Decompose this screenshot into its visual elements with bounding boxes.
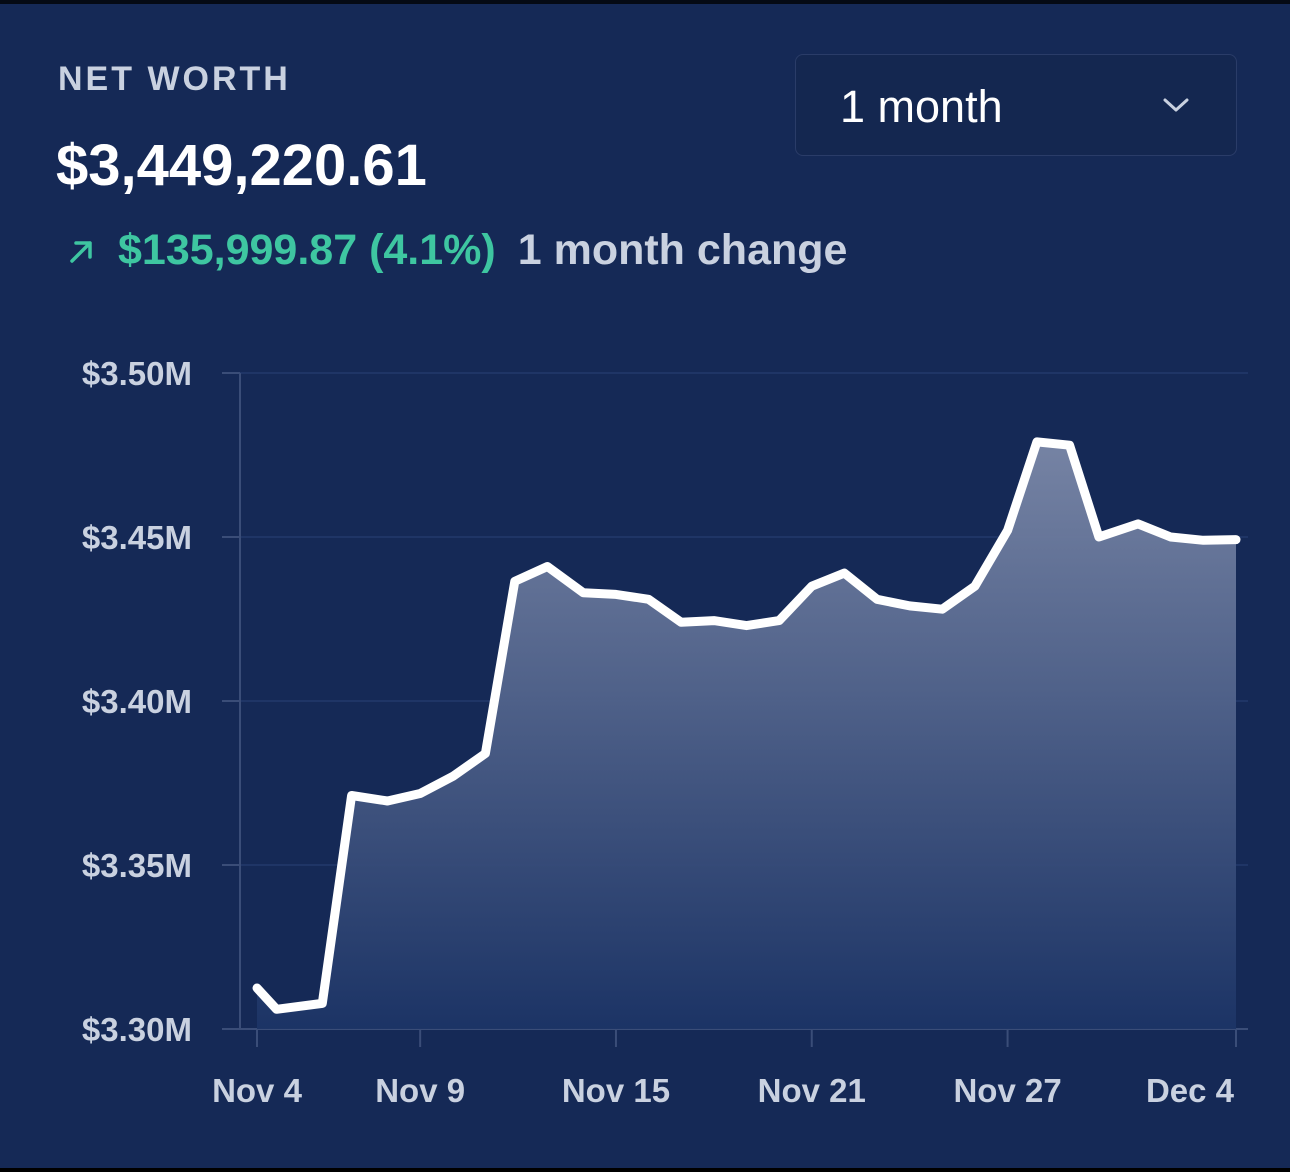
y-tick-label: $3.45M	[82, 519, 192, 556]
data-point	[840, 569, 849, 578]
x-axis: Nov 4 Nov 9 Nov 15 Nov 21 Nov 27 Dec 4	[212, 1029, 1237, 1109]
change-summary: $135,999.87 (4.1%) 1 month change	[64, 226, 847, 275]
data-point	[775, 616, 784, 625]
change-label: 1 month change	[517, 226, 848, 274]
range-dropdown[interactable]: 1 month	[795, 54, 1237, 156]
y-tick-label: $3.30M	[82, 1011, 192, 1048]
data-point	[1003, 526, 1012, 535]
data-point	[272, 1005, 281, 1014]
card-title: NET WORTH	[58, 60, 291, 98]
data-point	[612, 590, 620, 599]
y-tick-label: $3.40M	[82, 683, 192, 720]
y-tick-label: $3.35M	[82, 847, 192, 884]
data-point	[905, 601, 914, 610]
data-point	[1232, 535, 1240, 544]
data-point	[347, 791, 356, 800]
data-point	[579, 588, 588, 597]
x-tick-label: Dec 4	[1146, 1072, 1235, 1109]
data-point	[644, 595, 653, 604]
data-point	[807, 582, 816, 591]
net-worth-value: $3,449,220.61	[56, 133, 427, 198]
y-tick-label: $3.50M	[82, 355, 192, 392]
data-point	[709, 616, 718, 625]
x-tick-label: Nov 15	[562, 1072, 670, 1109]
data-point	[1032, 437, 1041, 446]
net-worth-chart: $3.50M$3.45M$3.40M$3.35M$3.30M Nov 4 Nov …	[82, 355, 1248, 1109]
data-point	[481, 749, 490, 758]
data-point	[677, 618, 686, 627]
data-point	[873, 595, 881, 604]
x-tick-label: Nov 27	[953, 1072, 1061, 1109]
data-point	[1065, 441, 1074, 450]
area-fill	[257, 441, 1236, 1029]
data-point	[970, 582, 979, 591]
data-point	[253, 984, 261, 992]
data-point	[1094, 533, 1103, 541]
data-point	[1166, 533, 1175, 541]
chevron-down-icon	[1163, 98, 1189, 112]
change-amount: $135,999.87 (4.1%)	[118, 226, 496, 274]
x-tick-label: Nov 21	[758, 1072, 866, 1109]
data-point	[448, 772, 457, 781]
data-point	[383, 797, 392, 805]
data-point	[543, 562, 552, 571]
data-point	[318, 999, 327, 1008]
data-point	[510, 577, 519, 586]
x-tick-label: Nov 9	[375, 1072, 465, 1109]
series-points	[253, 437, 1240, 1014]
data-point	[938, 605, 947, 614]
range-dropdown-value: 1 month	[840, 81, 1003, 132]
arrow-up-right-icon	[70, 240, 92, 263]
data-point	[1199, 536, 1208, 545]
data-point	[416, 789, 425, 798]
y-axis: $3.50M $3.45M $3.40M $3.35M $3.30M	[82, 355, 241, 1048]
x-tick-label: Nov 4	[212, 1072, 303, 1109]
data-point	[1134, 519, 1143, 528]
data-point	[742, 621, 751, 630]
